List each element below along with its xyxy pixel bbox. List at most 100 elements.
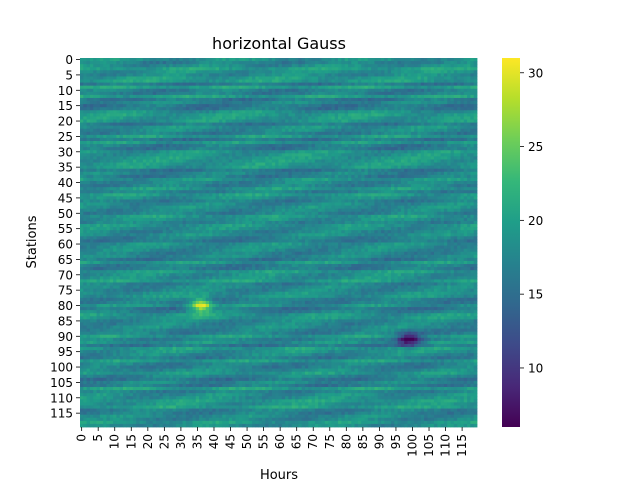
heatmap-cell (387, 119, 392, 123)
heatmap-cell (235, 177, 240, 182)
heatmap-cell (278, 119, 283, 123)
heatmap-cell (361, 79, 365, 84)
heatmap-cell (152, 156, 157, 160)
heatmap-cell (304, 88, 309, 93)
heatmap-cell (447, 144, 451, 148)
heatmap-cell (83, 134, 88, 139)
heatmap-cell (394, 156, 398, 160)
heatmap-cell (205, 110, 210, 114)
heatmap-cell (195, 125, 200, 130)
heatmap-cell (463, 137, 468, 142)
heatmap-cell (321, 88, 326, 93)
heatmap-cell (119, 113, 124, 117)
heatmap-cell (463, 159, 468, 163)
heatmap-cell (248, 165, 253, 170)
heatmap-cell (132, 97, 137, 102)
heatmap-cell (113, 131, 117, 136)
heatmap-cell (192, 171, 197, 176)
heatmap-cell (93, 165, 97, 170)
heatmap-cell (318, 88, 322, 93)
heatmap-cell (149, 79, 154, 84)
heatmap-cell (351, 141, 355, 145)
heatmap-cell (99, 125, 104, 130)
heatmap-cell (407, 177, 412, 182)
heatmap-cell (324, 94, 329, 99)
heatmap-cell (175, 119, 180, 123)
heatmap-cell (162, 131, 167, 136)
heatmap-cell (440, 168, 445, 173)
heatmap-cell (146, 88, 150, 93)
heatmap-cell (324, 97, 329, 102)
heatmap-cell (347, 61, 352, 65)
heatmap-cell (215, 128, 220, 133)
heatmap-cell (268, 79, 273, 84)
heatmap-cell (285, 168, 289, 173)
heatmap-cell (169, 147, 174, 151)
heatmap-cell (265, 85, 269, 90)
heatmap-cell (212, 181, 217, 185)
heatmap-cell (367, 101, 372, 105)
heatmap-cell (192, 125, 197, 130)
heatmap-cell (215, 153, 220, 157)
heatmap-cell (149, 184, 154, 188)
heatmap-cell (106, 107, 111, 111)
heatmap-cell (129, 119, 134, 123)
heatmap-cell (192, 91, 197, 96)
heatmap-cell (443, 150, 448, 154)
heatmap-cell (371, 168, 375, 173)
heatmap-cell (427, 94, 432, 99)
heatmap-cell (80, 64, 84, 68)
heatmap-cell (83, 162, 88, 167)
heatmap-cell (96, 131, 101, 136)
heatmap-cell (357, 159, 362, 163)
heatmap-cell (162, 141, 167, 145)
heatmap-cell (420, 165, 425, 170)
heatmap-cell (80, 171, 84, 176)
heatmap-cell (113, 101, 117, 105)
heatmap-cell (384, 181, 389, 185)
heatmap-cell (265, 165, 269, 170)
heatmap-cell (109, 144, 114, 148)
heatmap-cell (384, 110, 389, 114)
heatmap-cell (152, 125, 157, 130)
heatmap-cell (301, 116, 306, 120)
heatmap-cell (397, 107, 402, 111)
heatmap-cell (463, 174, 468, 179)
heatmap-cell (189, 150, 193, 154)
heatmap-cell (457, 147, 461, 151)
heatmap-cell (222, 58, 226, 62)
heatmap-cell (126, 144, 131, 148)
heatmap-cell (222, 137, 226, 142)
heatmap-cell (397, 88, 402, 93)
heatmap-cell (460, 156, 465, 160)
heatmap-cell (351, 177, 355, 182)
heatmap-cell (331, 171, 336, 176)
heatmap-cell (410, 70, 415, 74)
heatmap-cell (427, 101, 432, 105)
heatmap-cell (109, 70, 114, 74)
heatmap-cell (232, 64, 236, 68)
heatmap-cell (417, 134, 422, 139)
heatmap-cell (404, 171, 408, 176)
heatmap-cell (427, 64, 432, 68)
heatmap-cell (189, 168, 193, 173)
heatmap-cell (285, 104, 289, 108)
heatmap-cell (344, 165, 349, 170)
heatmap-cell (407, 174, 412, 179)
heatmap-cell (83, 159, 88, 163)
heatmap-cell (156, 76, 160, 80)
heatmap-cell (275, 174, 279, 179)
heatmap-cell (374, 141, 379, 145)
heatmap-cell (460, 64, 465, 68)
heatmap-cell (212, 122, 217, 127)
heatmap-cell (410, 159, 415, 163)
heatmap-cell (235, 181, 240, 185)
heatmap-cell (390, 122, 395, 127)
heatmap-cell (328, 184, 332, 188)
heatmap-cell (324, 88, 329, 93)
heatmap-cell (447, 97, 451, 102)
heatmap-cell (473, 58, 478, 62)
heatmap-cell (222, 73, 226, 77)
heatmap-cell (182, 144, 187, 148)
heatmap-cell (159, 128, 164, 133)
